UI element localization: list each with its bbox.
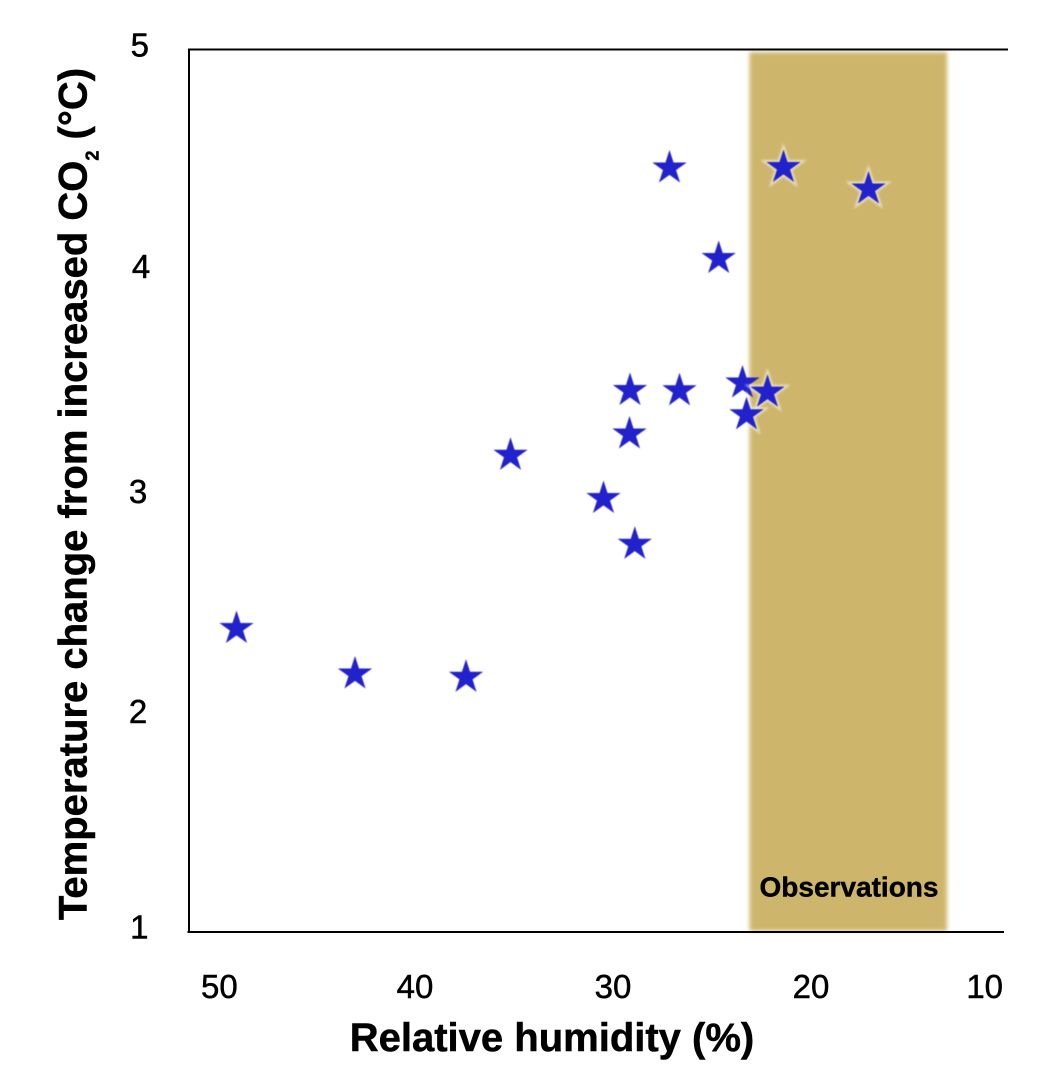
svg-text:5: 5 <box>131 27 149 64</box>
svg-text:Temperature change from increa: Temperature change from increased CO2 (°… <box>52 68 103 920</box>
svg-text:1: 1 <box>130 909 148 946</box>
svg-text:4: 4 <box>132 248 150 285</box>
svg-text:10: 10 <box>966 968 1003 1005</box>
svg-text:40: 40 <box>397 968 434 1005</box>
svg-text:2: 2 <box>129 693 147 730</box>
svg-text:30: 30 <box>595 968 632 1005</box>
svg-text:Relative humidity (%): Relative humidity (%) <box>350 1016 755 1060</box>
svg-text:50: 50 <box>201 968 238 1005</box>
svg-text:3: 3 <box>129 473 147 510</box>
svg-text:20: 20 <box>793 968 830 1005</box>
svg-text:Observations: Observations <box>760 871 939 902</box>
